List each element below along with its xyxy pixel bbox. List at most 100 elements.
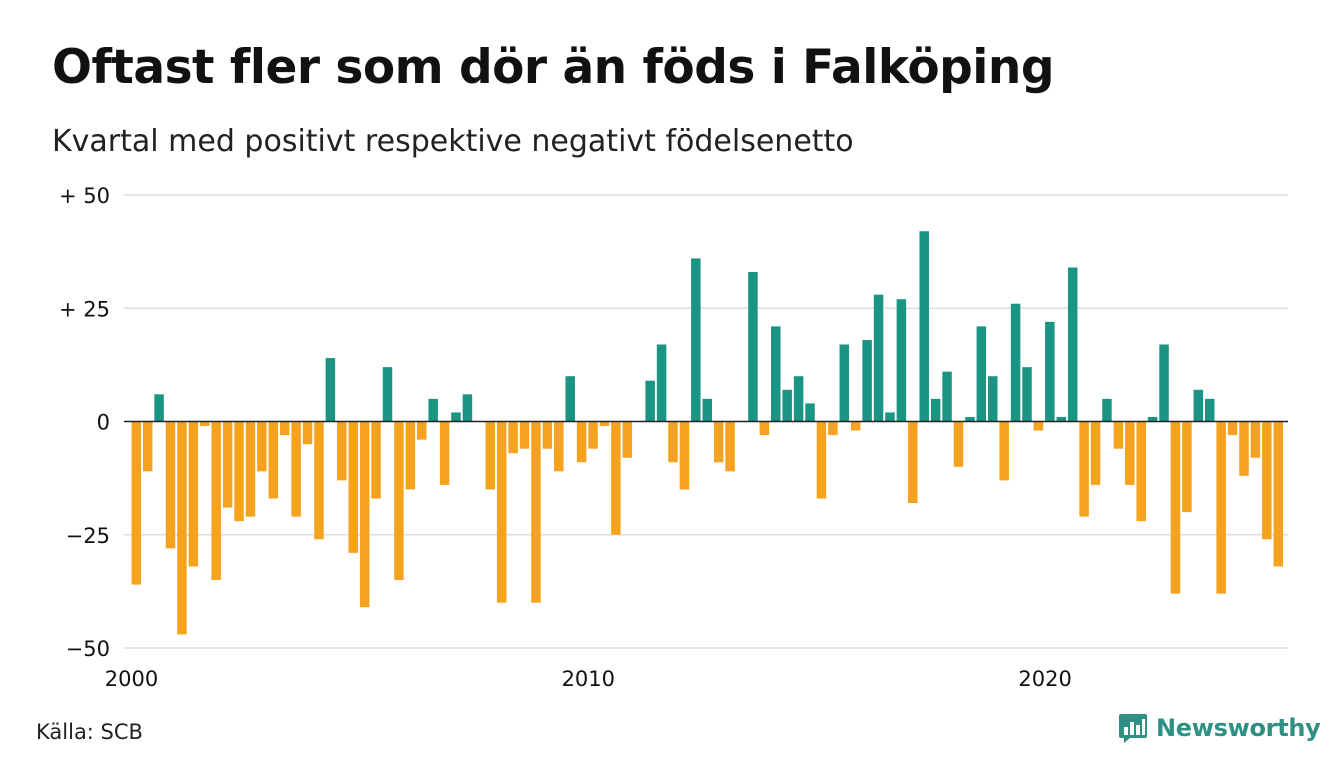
bar	[599, 421, 610, 427]
bar	[325, 358, 336, 422]
bar	[531, 421, 541, 603]
bar	[496, 421, 507, 603]
bar	[782, 389, 792, 422]
newsworthy-chart-logo-icon	[1119, 714, 1147, 743]
bar	[1262, 421, 1272, 540]
bar	[1170, 421, 1181, 594]
bar	[1239, 421, 1249, 476]
bar	[291, 421, 301, 517]
bar	[154, 394, 164, 422]
bar	[691, 258, 701, 422]
y-tick-label: −50	[66, 637, 110, 661]
brand-name: Newsworthy	[1156, 714, 1321, 742]
bar	[908, 421, 918, 504]
bar	[622, 421, 633, 458]
bar	[417, 421, 427, 440]
bar	[337, 421, 347, 481]
bar	[896, 299, 907, 422]
bar	[771, 326, 781, 422]
bar	[200, 421, 210, 427]
bar	[885, 412, 895, 422]
bar	[382, 367, 393, 422]
bar	[348, 421, 358, 553]
bar	[1113, 421, 1124, 449]
y-tick-label: 0	[97, 411, 110, 435]
y-tick-label: + 50	[59, 184, 110, 208]
bar	[759, 421, 770, 436]
y-tick-label: + 25	[59, 297, 110, 321]
bar	[245, 421, 256, 517]
bar	[588, 421, 598, 449]
bar	[302, 421, 313, 445]
bar	[1079, 421, 1089, 517]
grid-lines	[124, 194, 1288, 649]
bar	[371, 421, 381, 499]
bar	[1067, 267, 1078, 422]
bar	[1193, 389, 1204, 422]
bar	[268, 421, 279, 499]
bar	[1182, 421, 1192, 513]
y-tick-labels: + 50 + 25 0 −25 −50	[59, 184, 110, 661]
bar	[1273, 421, 1283, 567]
bar	[1147, 416, 1158, 422]
bar	[542, 421, 553, 449]
bar	[862, 339, 872, 422]
bar	[1125, 421, 1135, 485]
bar	[679, 421, 690, 490]
bar	[725, 421, 735, 472]
bar	[1250, 421, 1261, 458]
bar	[999, 421, 1009, 481]
bar	[1010, 303, 1021, 422]
y-tick-label: −25	[66, 524, 110, 548]
bar	[279, 421, 290, 436]
bar	[485, 421, 496, 490]
bar	[850, 421, 861, 431]
bar	[554, 421, 564, 472]
bar	[1227, 421, 1238, 436]
x-tick-label: 2000	[105, 667, 158, 691]
bar	[976, 326, 987, 422]
x-tick-label: 2010	[562, 667, 615, 691]
source-note: Källa: SCB	[36, 720, 143, 744]
bar	[165, 421, 176, 549]
x-tick-label: 2020	[1018, 667, 1071, 691]
bar	[439, 421, 450, 485]
bar	[234, 421, 244, 522]
bar	[702, 398, 712, 422]
bar	[942, 371, 952, 422]
bar	[508, 421, 518, 454]
bar	[988, 376, 998, 422]
bar	[930, 398, 941, 422]
bar	[1033, 421, 1044, 431]
chart-title: Oftast fler som dör än föds i Falköping	[52, 40, 1055, 95]
bar	[565, 376, 575, 422]
brand-logo: Newsworthy	[1118, 712, 1321, 744]
bar	[873, 294, 884, 422]
bar	[1136, 421, 1146, 522]
bar	[314, 421, 324, 540]
bar	[656, 344, 667, 422]
bar	[1204, 398, 1215, 422]
bar	[668, 421, 678, 463]
bar	[519, 421, 530, 449]
bar	[953, 421, 964, 467]
bar	[188, 421, 199, 567]
bar	[816, 421, 827, 499]
bar	[576, 421, 587, 463]
bar-chart: + 50 + 25 0 −25 −50 2000 2010 2020	[59, 184, 1288, 691]
bar	[1056, 416, 1067, 422]
bar	[805, 403, 815, 422]
bar	[177, 421, 187, 635]
bar	[919, 231, 929, 422]
bar	[1022, 367, 1032, 422]
bar	[1045, 321, 1055, 422]
bar	[131, 421, 141, 585]
bar	[713, 421, 724, 463]
x-tick-labels: 2000 2010 2020	[105, 667, 1072, 691]
bar	[965, 416, 975, 422]
bar	[222, 421, 233, 508]
bars	[131, 231, 1283, 635]
bar	[462, 394, 473, 422]
chart-subtitle: Kvartal med positivt respektive negativt…	[52, 124, 854, 159]
bar	[451, 412, 461, 422]
